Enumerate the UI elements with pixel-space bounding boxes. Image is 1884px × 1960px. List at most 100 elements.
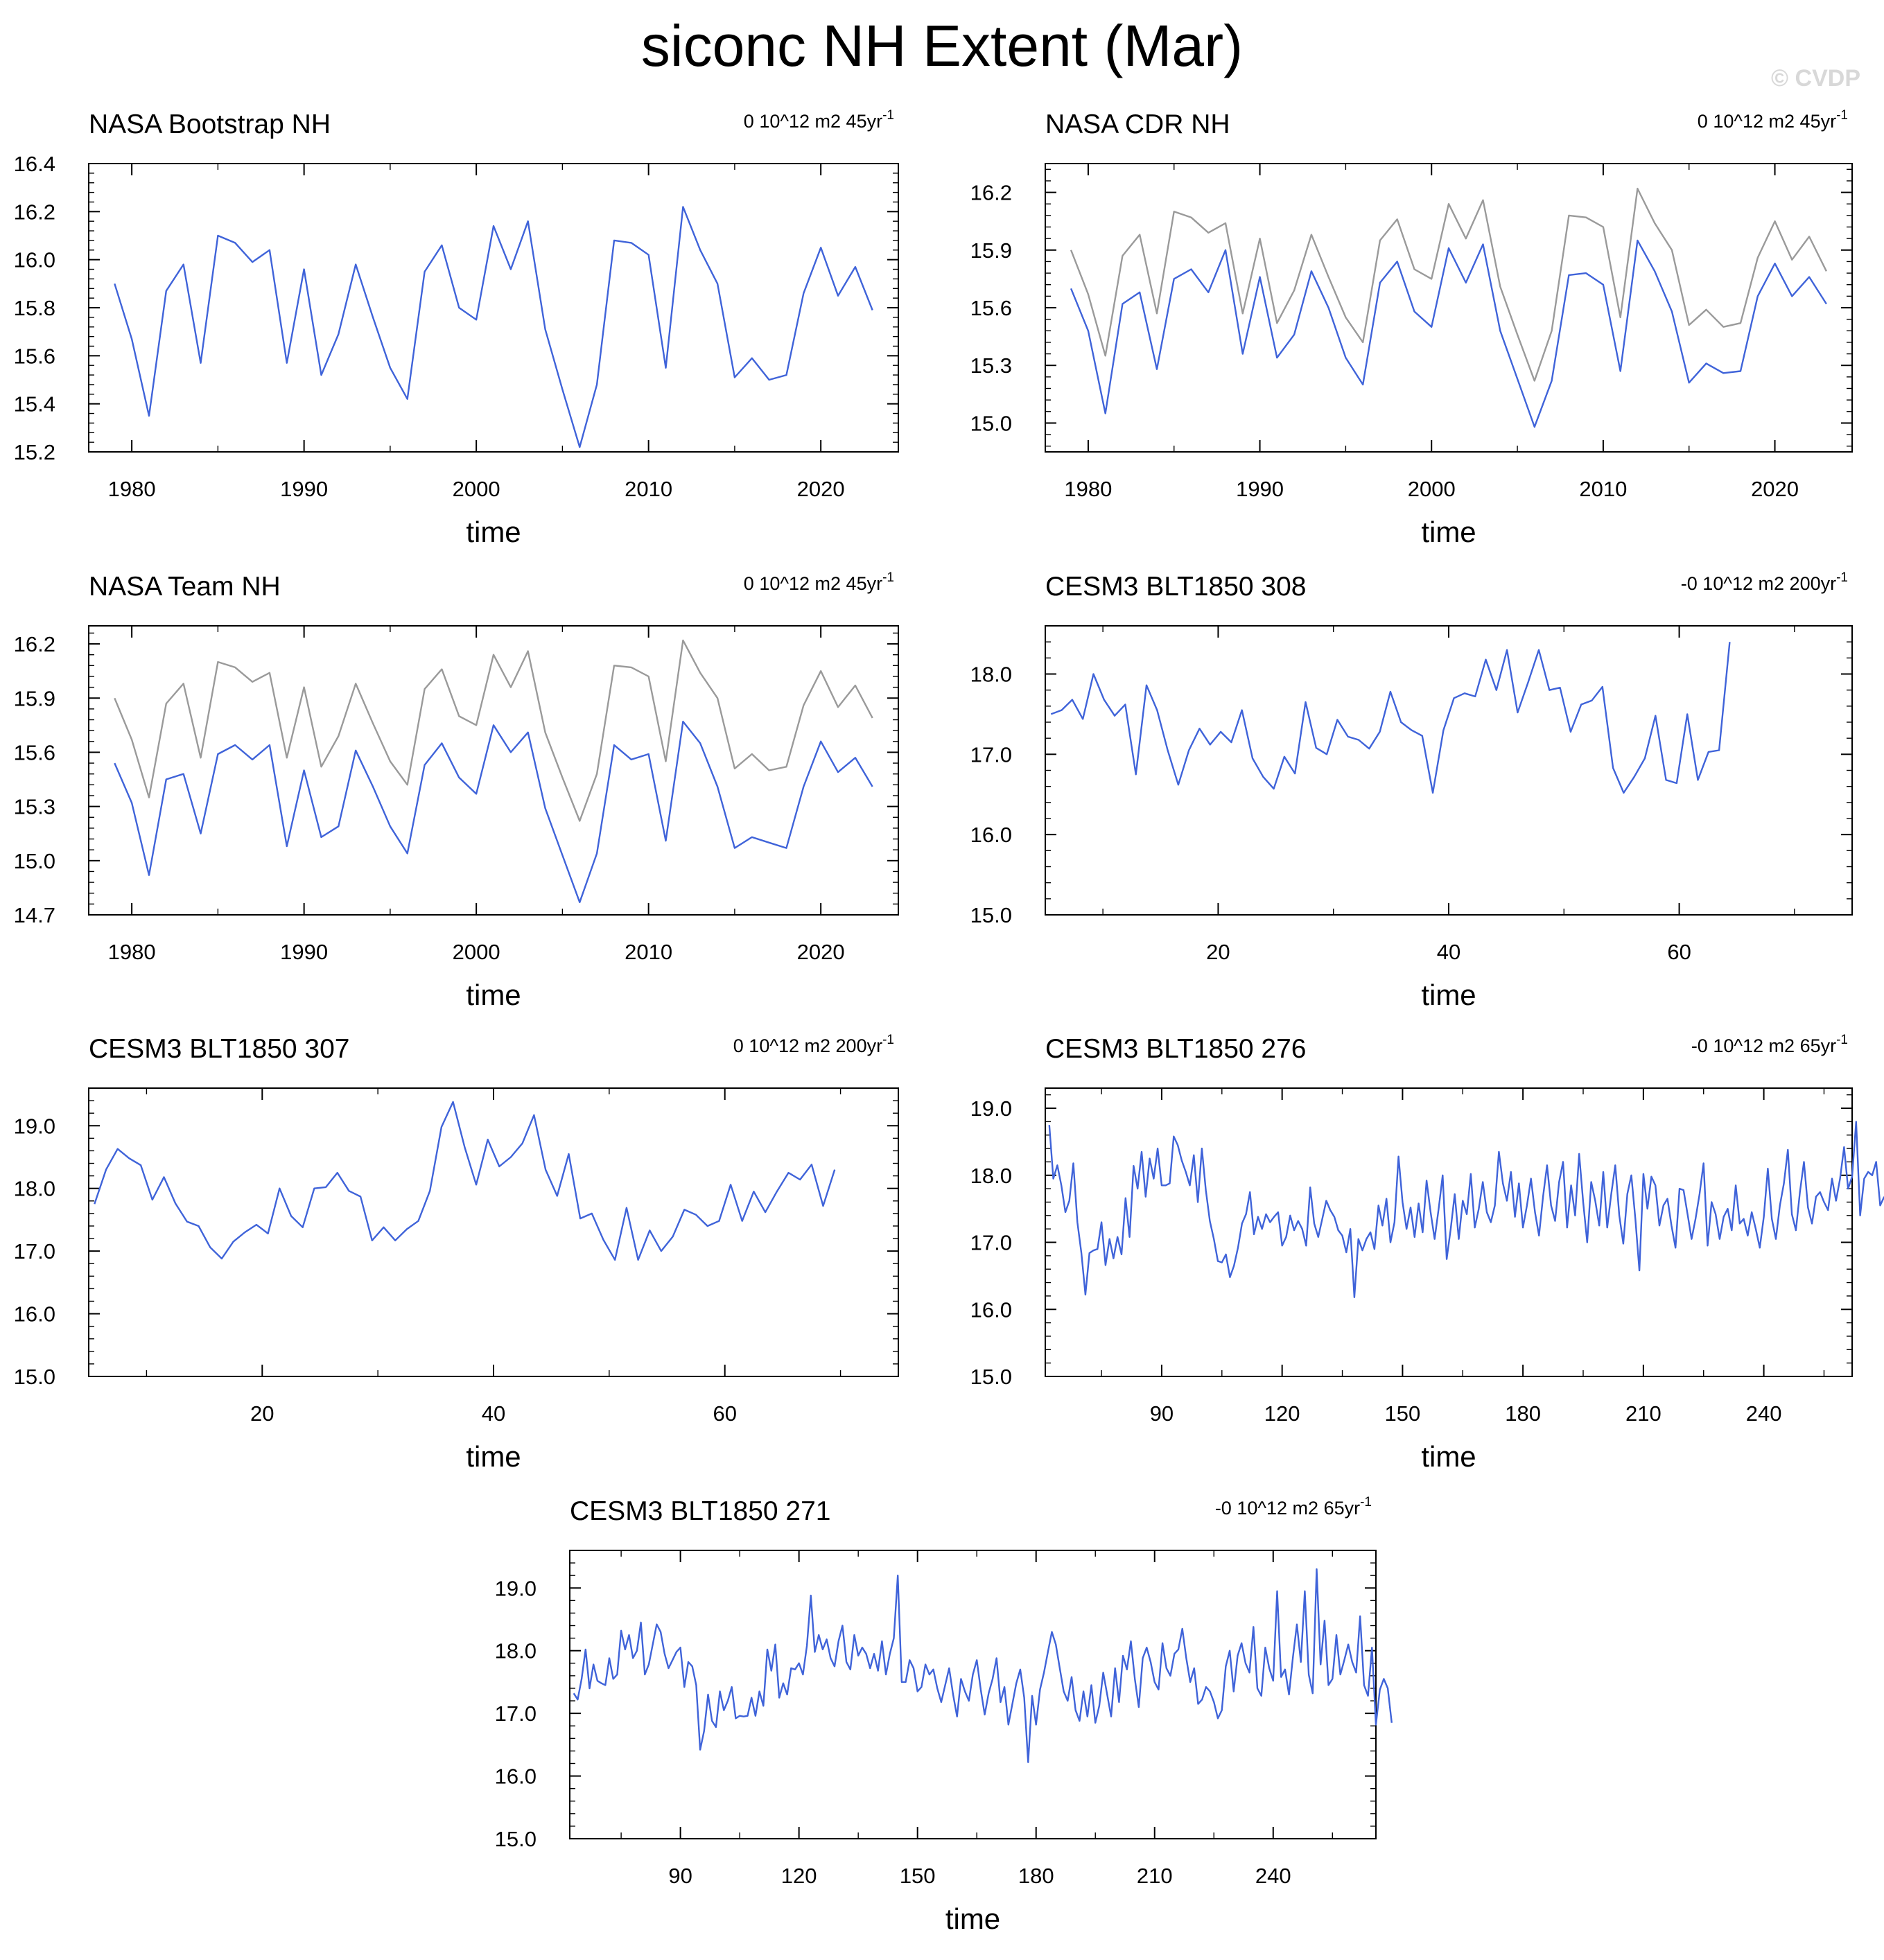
y-tick-label: 15.9 — [14, 686, 55, 710]
y-tick-label: 15.8 — [14, 296, 55, 320]
trend-annotation: 0 10^12 m2 200yr-1 — [733, 1033, 894, 1056]
trend-superscript: -1 — [882, 1033, 894, 1047]
y-tick-label: 14.7 — [14, 903, 55, 927]
y-tick-label: 16.4 — [14, 152, 55, 176]
x-tick-label: 150 — [900, 1864, 936, 1888]
panel-title: NASA CDR NH — [1045, 110, 1230, 139]
y-tick-label: 16.2 — [14, 200, 55, 224]
panel-title: NASA Team NH — [89, 572, 281, 602]
x-tick-label: 2010 — [625, 477, 672, 501]
x-tick-label: 120 — [781, 1864, 817, 1888]
x-axis-label: time — [1421, 1440, 1476, 1473]
x-tick-label: 2000 — [1408, 477, 1456, 501]
series-line — [1050, 642, 1731, 794]
x-tick-label: 2020 — [797, 477, 845, 501]
panel-6: CESM3 BLT1850 276 -0 10^12 m2 65yr-1 15.0 1… — [970, 1033, 1884, 1473]
y-tick-label: 15.6 — [14, 740, 55, 764]
figure-title: siconc NH Extent (Mar) — [640, 13, 1244, 78]
panel-2: NASA CDR NH 0 10^12 m2 45yr-1 15.0 15.3 15.6… — [970, 108, 1853, 548]
x-tick-label: 40 — [482, 1401, 505, 1426]
x-tick-label: 210 — [1625, 1401, 1661, 1426]
y-tick-label: 15.0 — [970, 903, 1012, 927]
x-tick-label: 2020 — [1751, 477, 1799, 501]
reference-series-line — [114, 639, 873, 822]
series-line — [114, 720, 873, 904]
trend-text: -0 10^12 m2 65yr — [1215, 1498, 1360, 1519]
panel-3: NASA Team NH 0 10^12 m2 45yr-1 14.7 15.0 15.… — [14, 570, 899, 1011]
x-tick-label: 2000 — [453, 940, 500, 964]
y-tick-label: 15.3 — [970, 353, 1012, 378]
x-tick-label: 1980 — [1064, 477, 1112, 501]
panel-title: NASA Bootstrap NH — [89, 110, 331, 139]
x-tick-label: 1980 — [108, 477, 156, 501]
y-tick-label: 16.0 — [495, 1765, 537, 1789]
y-tick-label: 17.0 — [970, 1231, 1012, 1255]
x-tick-label: 240 — [1746, 1401, 1782, 1426]
x-axis-label: time — [466, 1440, 521, 1473]
panel-1: NASA Bootstrap NH 0 10^12 m2 45yr-1 15.2 15… — [14, 108, 899, 548]
series-line — [573, 1568, 1393, 1763]
y-tick-label: 19.0 — [970, 1096, 1012, 1121]
y-tick-label: 15.6 — [14, 344, 55, 368]
trend-superscript: -1 — [882, 570, 894, 585]
trend-superscript: -1 — [1836, 108, 1848, 123]
series-line — [1048, 1121, 1884, 1299]
trend-superscript: -1 — [882, 108, 894, 123]
x-tick-label: 1990 — [280, 477, 328, 501]
y-tick-label: 18.0 — [495, 1639, 537, 1663]
x-axis-label: time — [1421, 979, 1476, 1011]
panel-title: CESM3 BLT1850 276 — [1045, 1034, 1307, 1064]
panel-title: CESM3 BLT1850 271 — [570, 1496, 831, 1526]
x-tick-label: 210 — [1137, 1864, 1173, 1888]
trend-superscript: -1 — [1360, 1495, 1372, 1510]
trend-annotation: -0 10^12 m2 65yr-1 — [1691, 1033, 1848, 1056]
x-tick-label: 20 — [1206, 940, 1230, 964]
y-tick-label: 17.0 — [970, 742, 1012, 767]
y-tick-label: 16.0 — [970, 823, 1012, 847]
plot-frame — [569, 1550, 1377, 1839]
panel-title: CESM3 BLT1850 308 — [1045, 572, 1307, 602]
y-tick-label: 17.0 — [495, 1701, 537, 1726]
x-tick-label: 120 — [1264, 1401, 1300, 1426]
trend-superscript: -1 — [1836, 1033, 1848, 1047]
trend-text: 0 10^12 m2 45yr — [744, 111, 882, 132]
x-tick-label: 2000 — [453, 477, 500, 501]
trend-annotation: 0 10^12 m2 45yr-1 — [744, 108, 894, 132]
trend-annotation: 0 10^12 m2 45yr-1 — [1698, 108, 1848, 132]
y-tick-label: 15.0 — [14, 849, 55, 873]
panel-7: CESM3 BLT1850 271 -0 10^12 m2 65yr-1 15.0 1… — [495, 1495, 1393, 1935]
series-line — [114, 206, 873, 448]
reference-series-line — [1070, 187, 1827, 382]
trend-annotation: 0 10^12 m2 45yr-1 — [744, 570, 894, 594]
y-tick-label: 15.0 — [495, 1827, 537, 1851]
x-tick-label: 2010 — [1579, 477, 1627, 501]
series-line — [94, 1101, 836, 1261]
y-tick-label: 16.0 — [970, 1297, 1012, 1322]
x-axis-label: time — [466, 979, 521, 1011]
plot-frame — [88, 1087, 899, 1377]
y-tick-label: 15.3 — [14, 795, 55, 819]
x-axis-label: time — [466, 516, 521, 548]
x-tick-label: 180 — [1018, 1864, 1054, 1888]
plot-frame — [1045, 625, 1853, 916]
y-tick-label: 16.0 — [14, 1302, 55, 1327]
y-tick-label: 15.0 — [970, 1365, 1012, 1389]
trend-annotation: -0 10^12 m2 200yr-1 — [1681, 570, 1848, 594]
x-tick-label: 240 — [1255, 1864, 1291, 1888]
y-tick-label: 15.2 — [14, 440, 55, 464]
y-tick-label: 18.0 — [970, 1164, 1012, 1188]
x-axis-label: time — [1421, 516, 1476, 548]
watermark: © CVDP — [1771, 65, 1860, 91]
y-tick-label: 19.0 — [495, 1576, 537, 1600]
trend-superscript: -1 — [1836, 570, 1848, 585]
y-tick-label: 18.0 — [970, 663, 1012, 687]
trend-text: -0 10^12 m2 200yr — [1681, 573, 1836, 594]
plot-frame — [88, 163, 899, 453]
trend-text: -0 10^12 m2 65yr — [1691, 1035, 1836, 1056]
x-tick-label: 20 — [250, 1401, 274, 1426]
trend-text: 0 10^12 m2 45yr — [744, 573, 882, 594]
x-tick-label: 2020 — [797, 940, 845, 964]
y-tick-label: 15.9 — [970, 238, 1012, 263]
trend-text: 0 10^12 m2 200yr — [733, 1035, 882, 1056]
